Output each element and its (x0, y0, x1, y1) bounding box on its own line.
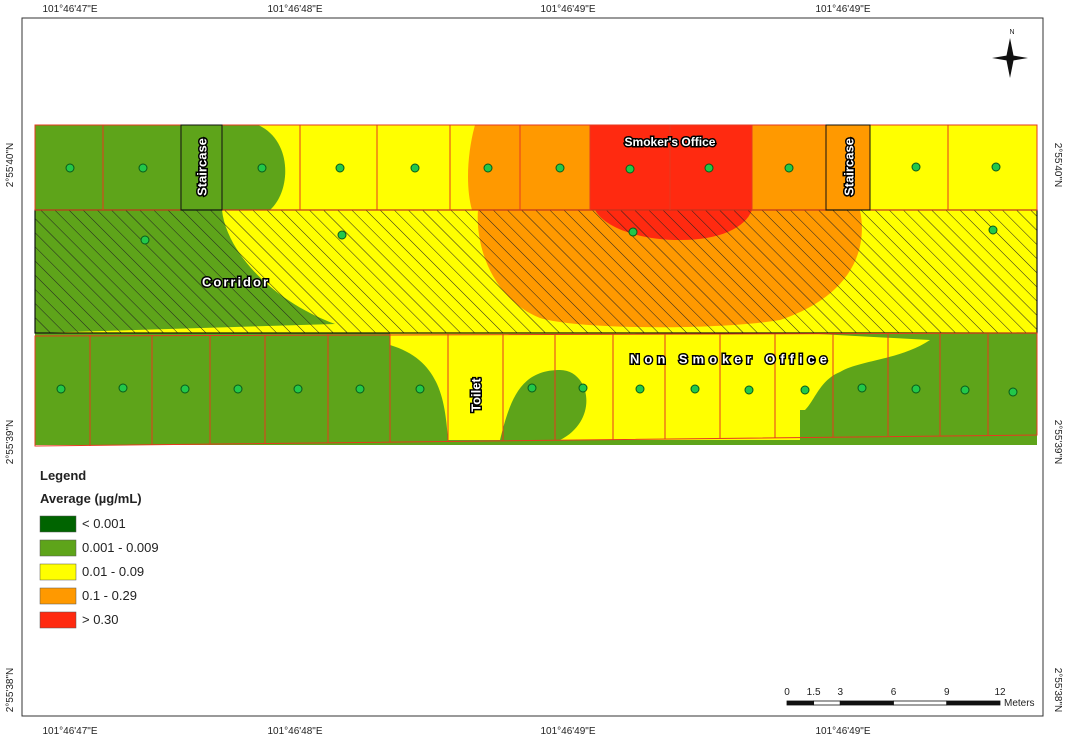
coord-label: 101°46'47"E (42, 726, 97, 737)
scale-tick-label: 0 (784, 687, 790, 698)
coord-label: 2°55'40"N (1052, 143, 1063, 188)
zone (460, 125, 475, 210)
legend-swatch (39, 539, 77, 557)
legend-label: 0.001 - 0.009 (82, 540, 159, 555)
coord-label: 2°55'38"N (1052, 668, 1063, 713)
scale-segment (813, 700, 841, 706)
scale-tick-label: 12 (994, 687, 1006, 698)
zone (222, 125, 286, 210)
coord-label: 2°55'40"N (5, 143, 16, 188)
legend-subtitle: Average (µg/mL) (40, 491, 142, 506)
coord-label: 2°55'39"N (1052, 420, 1063, 465)
coord-label: 101°46'48"E (267, 4, 322, 15)
cell-grid (34, 124, 1038, 447)
zone (460, 125, 590, 210)
legend: Legend Average (µg/mL) < 0.001 0.001 - 0.… (39, 468, 159, 629)
scale-segment (946, 700, 1001, 706)
room-label: Smoker's Office (625, 135, 716, 149)
legend-swatch (39, 515, 77, 533)
coord-label: 2°55'39"N (5, 420, 16, 465)
coord-label: 101°46'49"E (540, 726, 595, 737)
scale-segment (786, 700, 815, 706)
scale-tick-label: 1.5 (807, 687, 821, 698)
coord-label: 101°46'49"E (815, 726, 870, 737)
legend-label: > 0.30 (82, 612, 119, 627)
coordinate-labels: 101°46'47"E 101°46'48"E 101°46'49"E 101°46'… (5, 4, 1063, 737)
scale-tick-label: 3 (837, 687, 843, 698)
legend-swatch (39, 611, 77, 629)
scale-tick-label: 6 (891, 687, 897, 698)
legend-label: 0.01 - 0.09 (82, 564, 144, 579)
coord-label: 101°46'49"E (540, 4, 595, 15)
room-label: Staircase (194, 138, 209, 196)
room-label: Toilet (468, 377, 483, 411)
room-label: Non Smoker Office (630, 351, 832, 366)
room-label: Corridor (202, 274, 270, 289)
coord-label: 101°46'47"E (42, 4, 97, 15)
legend-title: Legend (40, 468, 86, 483)
coord-label: 101°46'49"E (815, 4, 870, 15)
zone (752, 125, 870, 210)
north-arrow: N (992, 29, 1028, 78)
room-label: Staircase (841, 138, 856, 196)
map-frame (21, 17, 1044, 717)
coord-label: 101°46'48"E (267, 726, 322, 737)
legend-swatch (39, 587, 77, 605)
corridor-hatch (34, 209, 1038, 334)
zone (870, 125, 1037, 210)
sample-points (56, 162, 1018, 397)
zone (590, 125, 752, 210)
scale-unit: Meters (1004, 698, 1035, 709)
zone (390, 333, 800, 440)
scale-tick-label: 9 (944, 687, 950, 698)
scale-segment (893, 700, 948, 706)
legend-label: < 0.001 (82, 516, 126, 531)
coord-label: 2°55'38"N (5, 668, 16, 713)
legend-label: 0.1 - 0.29 (82, 588, 137, 603)
north-label: N (1009, 29, 1014, 36)
legend-swatch (39, 563, 77, 581)
scale-segment (839, 700, 894, 706)
